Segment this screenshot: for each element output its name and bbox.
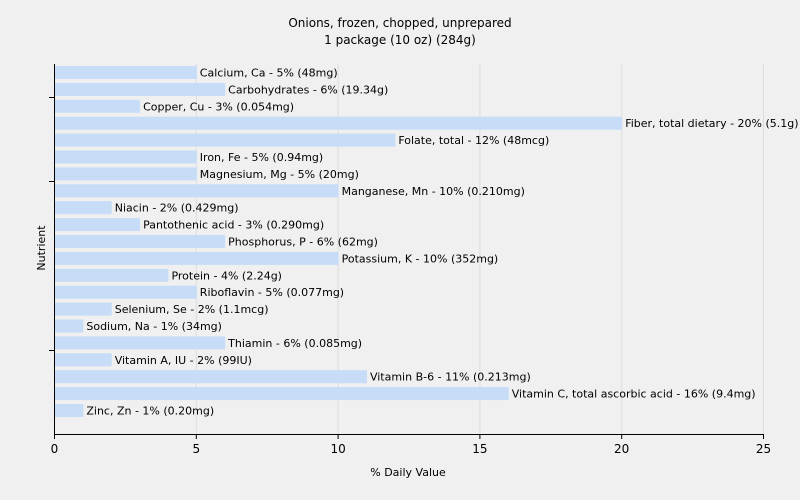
- bar: [55, 285, 197, 299]
- bar: [55, 218, 141, 232]
- bar-label: Selenium, Se - 2% (1.1mcg): [115, 303, 269, 316]
- x-axis-title: % Daily Value: [370, 466, 446, 479]
- bar-label: Phosphorus, P - 6% (62mg): [228, 236, 378, 249]
- x-tick-label: 25: [756, 442, 771, 456]
- bar-label: Potassium, K - 10% (352mg): [342, 252, 499, 265]
- bar-label: Sodium, Na - 1% (34mg): [86, 320, 222, 333]
- y-axis-title: Nutrient: [35, 225, 48, 271]
- x-tick-label: 20: [614, 442, 629, 456]
- bar-label: Magnesium, Mg - 5% (20mg): [200, 168, 359, 181]
- bar: [55, 150, 197, 164]
- bar-label: Iron, Fe - 5% (0.94mg): [200, 151, 323, 164]
- bar: [55, 251, 339, 265]
- bar-label: Manganese, Mn - 10% (0.210mg): [342, 185, 525, 198]
- bar: [55, 66, 197, 79]
- bar-label: Vitamin C, total ascorbic acid - 16% (9.…: [512, 388, 756, 401]
- bar: [55, 268, 169, 282]
- x-tick-label: 5: [192, 442, 200, 456]
- bar: [55, 404, 84, 417]
- bar: [55, 184, 339, 198]
- bar: [55, 116, 623, 130]
- bar: [55, 319, 84, 333]
- bars: Calcium, Ca - 5% (48mg) Carbohydrates - 6…: [55, 66, 799, 418]
- bar: [55, 387, 509, 401]
- chart-title: Onions, frozen, chopped, unprepared: [288, 16, 511, 30]
- chart-subtitle: 1 package (10 oz) (284g): [324, 33, 476, 47]
- bar-label: Thiamin - 6% (0.085mg): [227, 337, 362, 350]
- bar-label: Riboflavin - 5% (0.077mg): [200, 286, 344, 299]
- bar-label: Calcium, Ca - 5% (48mg): [200, 67, 338, 80]
- bar-label: Vitamin B-6 - 11% (0.213mg): [370, 371, 531, 384]
- bar: [55, 336, 226, 350]
- bar-label: Folate, total - 12% (48mcg): [398, 134, 549, 147]
- bar: [55, 82, 226, 96]
- x-tick-label: 10: [330, 442, 345, 456]
- bar: [55, 133, 396, 147]
- axes: 0 5 10 15 20 25: [49, 64, 771, 456]
- bar: [55, 235, 226, 248]
- bar: [55, 370, 367, 384]
- bar-label: Copper, Cu - 3% (0.054mg): [143, 100, 294, 113]
- bar: [55, 353, 112, 367]
- bar: [55, 167, 197, 181]
- bar-label: Niacin - 2% (0.429mg): [115, 202, 239, 215]
- x-tick-label: 15: [472, 442, 487, 456]
- bar-label: Protein - 4% (2.24g): [171, 269, 282, 282]
- bar-label: Carbohydrates - 6% (19.34g): [228, 83, 388, 96]
- bar-label: Pantothenic acid - 3% (0.290mg): [143, 219, 324, 232]
- bar: [55, 99, 141, 113]
- x-tick-label: 0: [51, 442, 59, 456]
- bar-label: Fiber, total dietary - 20% (5.1g): [625, 117, 798, 130]
- bar-label: Vitamin A, IU - 2% (99IU): [115, 354, 252, 367]
- bar: [55, 302, 112, 316]
- bar: [55, 201, 112, 215]
- bar-label: Zinc, Zn - 1% (0.20mg): [86, 405, 214, 418]
